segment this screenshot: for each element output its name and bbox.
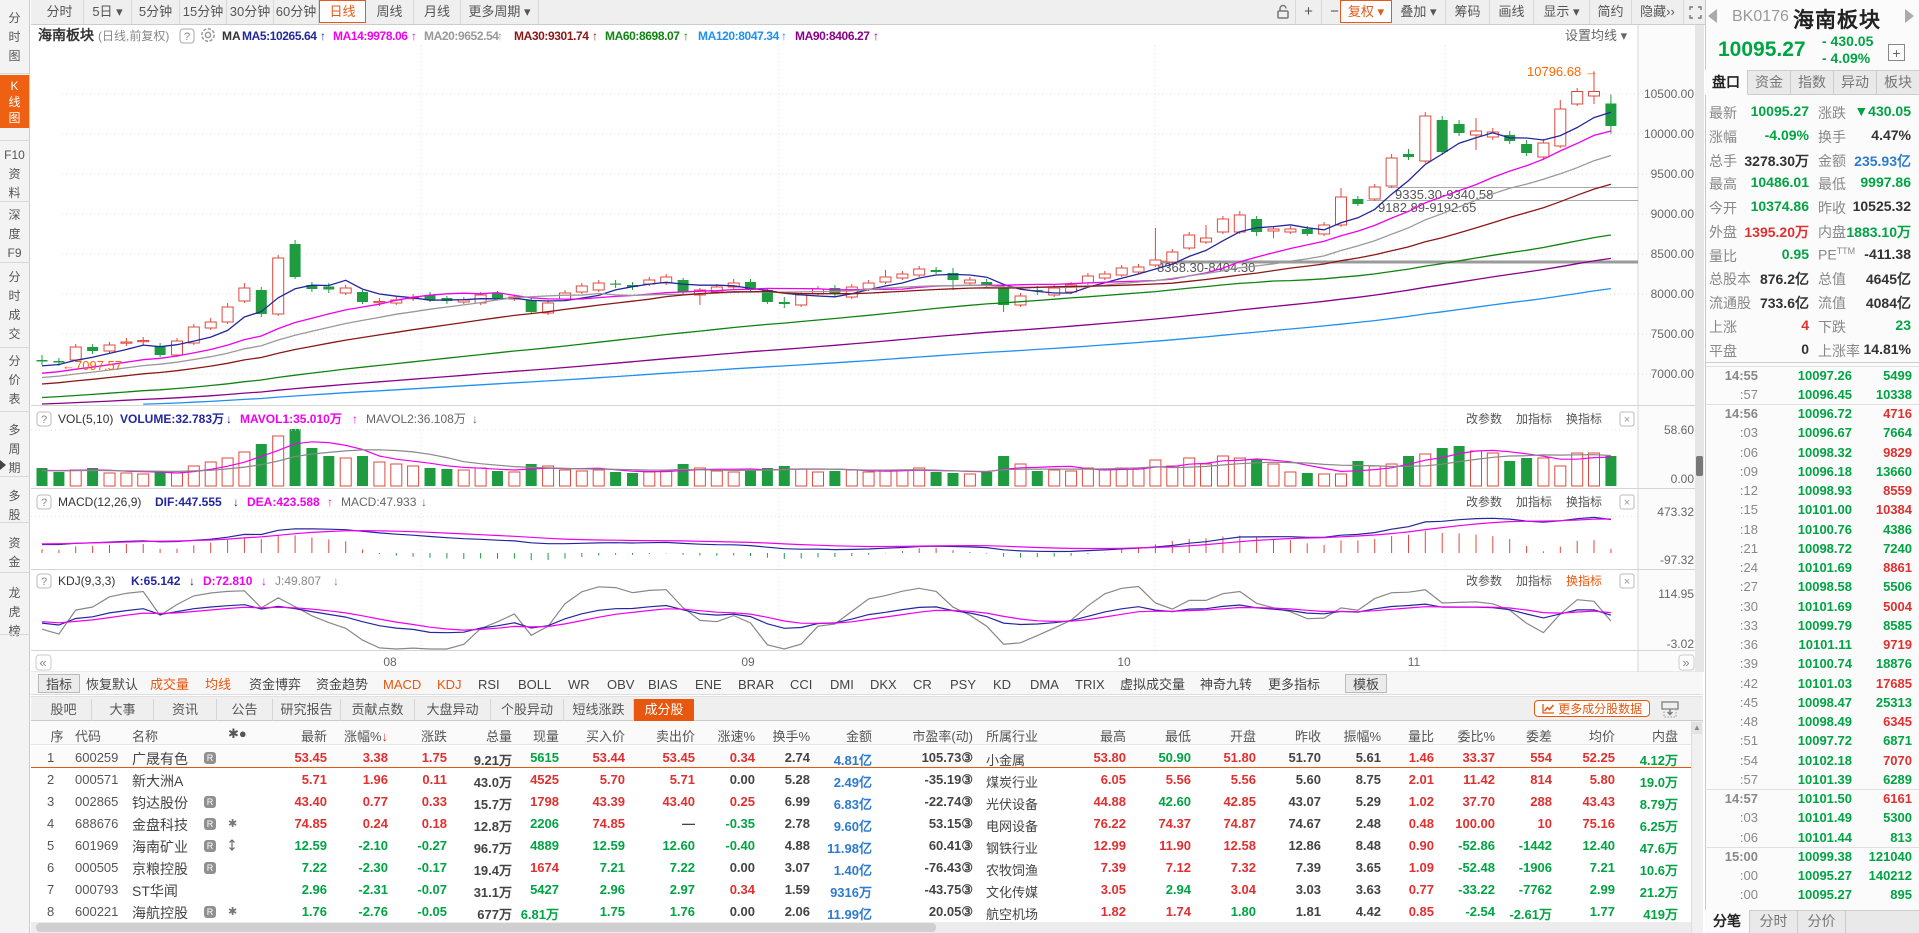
svg-text:加指标: 加指标 — [1516, 494, 1552, 509]
svg-text:↑: ↑ — [683, 29, 689, 43]
svg-text:08: 08 — [383, 655, 397, 669]
svg-text:D:72.810: D:72.810 — [203, 574, 253, 588]
svg-text:加指标: 加指标 — [1516, 411, 1552, 426]
svg-text:7000.00: 7000.00 — [1651, 367, 1695, 381]
svg-text:»: » — [1682, 655, 1689, 670]
svg-text:8500.00: 8500.00 — [1651, 247, 1695, 261]
svg-text:11: 11 — [1408, 655, 1421, 669]
svg-text:↓: ↓ — [472, 412, 478, 426]
svg-text:10500.00: 10500.00 — [1644, 87, 1694, 101]
svg-text:海南板块: 海南板块 — [38, 27, 95, 43]
svg-text:×: × — [1624, 497, 1630, 509]
svg-text:↓: ↓ — [261, 574, 267, 588]
svg-text:↑: ↑ — [352, 412, 358, 426]
svg-text:换指标: 换指标 — [1566, 573, 1602, 588]
svg-text:J:49.807: J:49.807 — [275, 574, 321, 588]
svg-text:↓: ↓ — [226, 412, 232, 426]
svg-text:↑: ↑ — [781, 29, 787, 43]
svg-text:↓: ↓ — [189, 574, 195, 588]
svg-text:MA14:9978.06: MA14:9978.06 — [333, 29, 408, 43]
svg-text:VOLUME:32.783万: VOLUME:32.783万 — [120, 412, 224, 426]
svg-text:MA20:9652.54: MA20:9652.54 — [424, 29, 499, 43]
svg-text:7500.00: 7500.00 — [1651, 327, 1695, 341]
svg-text:9000.00: 9000.00 — [1651, 207, 1695, 221]
svg-text:KDJ(9,3,3): KDJ(9,3,3) — [58, 574, 115, 588]
svg-text:换指标: 换指标 — [1566, 411, 1602, 426]
svg-text:加指标: 加指标 — [1516, 573, 1552, 588]
svg-text:0.00: 0.00 — [1671, 472, 1695, 486]
svg-text:K:65.142: K:65.142 — [131, 574, 181, 588]
svg-text:改参数: 改参数 — [1466, 494, 1502, 509]
svg-text:DEA:423.588: DEA:423.588 — [247, 495, 320, 509]
svg-text:换指标: 换指标 — [1566, 494, 1602, 509]
svg-text:×: × — [1624, 414, 1630, 426]
svg-text:↑: ↑ — [497, 29, 503, 43]
svg-text:设置均线 ▾: 设置均线 ▾ — [1565, 28, 1628, 43]
svg-text:-3.02: -3.02 — [1667, 637, 1695, 651]
svg-text:MA5:10265.64: MA5:10265.64 — [242, 29, 317, 43]
svg-text:MA90:8406.27: MA90:8406.27 — [795, 29, 870, 43]
svg-text:↑: ↑ — [327, 495, 333, 509]
svg-text:?: ? — [41, 414, 47, 426]
svg-text:MA120:8047.34: MA120:8047.34 — [698, 29, 780, 43]
svg-text:改参数: 改参数 — [1466, 411, 1502, 426]
svg-text:9182.89-9192.65: 9182.89-9192.65 — [1378, 200, 1476, 215]
svg-text:MA30:9301.74: MA30:9301.74 — [514, 29, 589, 43]
svg-text:×: × — [1624, 576, 1630, 588]
svg-text:↑: ↑ — [411, 29, 417, 43]
svg-text:09: 09 — [741, 655, 755, 669]
svg-text:?: ? — [41, 497, 47, 509]
svg-text:(日线,前复权): (日线,前复权) — [98, 28, 169, 43]
svg-text:58.60: 58.60 — [1664, 423, 1694, 437]
svg-text:↓: ↓ — [421, 495, 427, 509]
svg-text:«: « — [39, 655, 46, 670]
svg-text:9335.30-9340.58: 9335.30-9340.58 — [1395, 187, 1493, 202]
svg-text:9500.00: 9500.00 — [1651, 167, 1695, 181]
svg-text:10000.00: 10000.00 — [1644, 127, 1694, 141]
svg-text:?: ? — [184, 31, 190, 43]
svg-text:MACD:47.933: MACD:47.933 — [341, 495, 417, 509]
svg-text:MACD(12,26,9): MACD(12,26,9) — [58, 495, 141, 509]
svg-text:↑: ↑ — [592, 29, 598, 43]
svg-text:10: 10 — [1117, 655, 1131, 669]
svg-text:VOL(5,10): VOL(5,10) — [58, 412, 113, 426]
svg-text:MAVOL1:35.010万: MAVOL1:35.010万 — [240, 412, 342, 426]
svg-text:114.95: 114.95 — [1658, 587, 1694, 601]
svg-text:↑: ↑ — [873, 29, 879, 43]
svg-text:DIF:447.555: DIF:447.555 — [155, 495, 222, 509]
svg-text:↓: ↓ — [233, 495, 239, 509]
svg-text:8000.00: 8000.00 — [1651, 287, 1695, 301]
svg-text:-97.32: -97.32 — [1660, 553, 1694, 567]
svg-text:←7097.57: ←7097.57 — [62, 358, 122, 373]
svg-text:?: ? — [41, 576, 47, 588]
svg-text:MA: MA — [222, 29, 241, 43]
svg-text:8368.30-8404.30: 8368.30-8404.30 — [1157, 260, 1255, 275]
svg-text:10796.68 →: 10796.68 → — [1527, 64, 1598, 79]
svg-text:473.32: 473.32 — [1657, 505, 1694, 519]
svg-text:改参数: 改参数 — [1466, 573, 1502, 588]
svg-text:↑: ↑ — [320, 29, 326, 43]
svg-text:↓: ↓ — [333, 574, 339, 588]
svg-text:MA60:8698.07: MA60:8698.07 — [605, 29, 680, 43]
svg-text:MAVOL2:36.108万: MAVOL2:36.108万 — [366, 412, 466, 426]
